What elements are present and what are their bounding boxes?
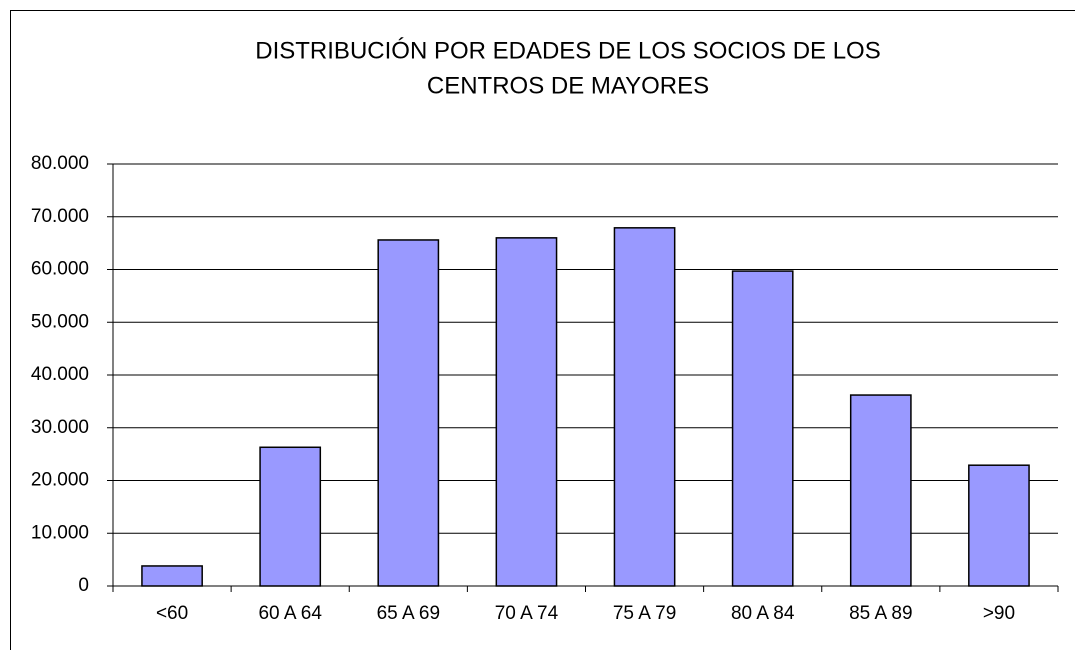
bar: [731, 270, 794, 587]
chart-border: [10, 10, 1075, 650]
x-tick-label: 60 A 64: [258, 603, 322, 624]
x-tick-label: 65 A 69: [377, 603, 440, 624]
y-tick-label: 30.000: [31, 417, 89, 438]
y-tick-label: 40.000: [31, 364, 89, 385]
y-tick-label: 0: [78, 575, 89, 596]
x-tick-label: 70 A 74: [495, 603, 559, 624]
bar: [968, 464, 1030, 587]
chart-title: CENTROS DE MAYORES: [427, 72, 709, 99]
x-tick-label: 85 A 89: [849, 603, 912, 624]
y-tick-label: 50.000: [31, 311, 89, 332]
y-tick-label: 60.000: [31, 259, 89, 280]
bar: [377, 239, 440, 587]
y-tick-label: 10.000: [31, 522, 89, 543]
y-tick-label: 80.000: [31, 153, 89, 174]
x-tick-label: 75 A 79: [613, 603, 676, 624]
x-tick-label: >90: [983, 603, 1015, 624]
x-tick-label: 80 A 84: [731, 603, 795, 624]
bar: [849, 394, 912, 587]
y-tick-label: 70.000: [31, 206, 89, 227]
chart-title: DISTRIBUCIÓN POR EDADES DE LOS SOCIOS DE…: [255, 37, 880, 64]
bar: [141, 565, 203, 587]
bar: [613, 227, 676, 587]
y-tick-label: 20.000: [31, 470, 89, 491]
x-tick-label: <60: [156, 603, 188, 624]
bar: [259, 446, 322, 587]
bar: [495, 237, 558, 587]
